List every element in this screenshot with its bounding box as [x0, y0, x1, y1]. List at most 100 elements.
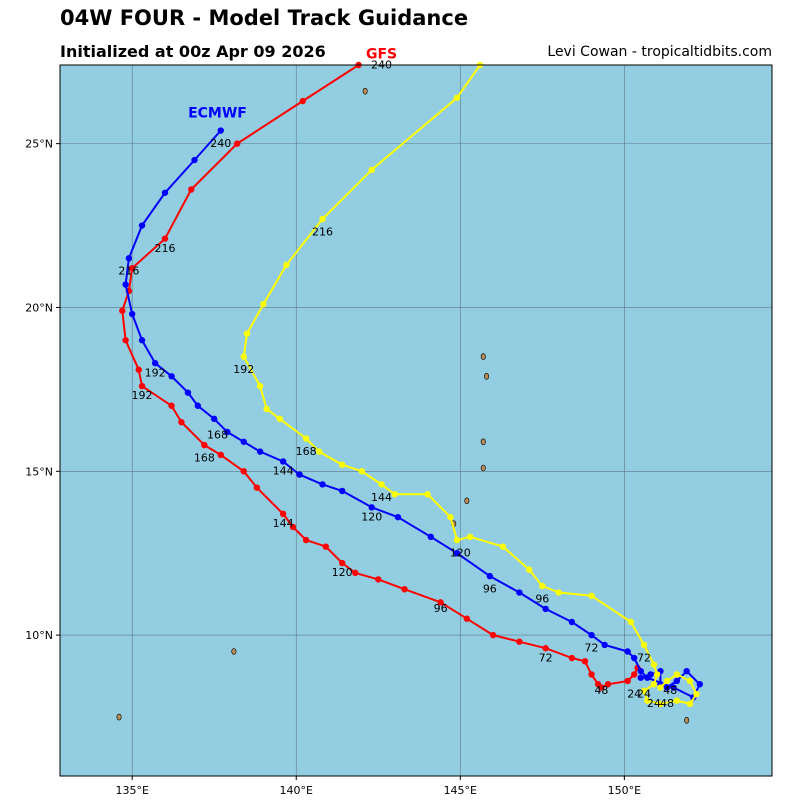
island — [480, 464, 486, 472]
gfs-hour-label: 120 — [332, 566, 353, 579]
ecmwf-track-point — [624, 648, 631, 655]
gfs-track-point — [138, 382, 146, 390]
model-track-point — [453, 94, 461, 101]
ecmwf-track-point — [696, 681, 704, 688]
model-track-point — [686, 677, 694, 685]
gfs-track-point — [630, 671, 638, 678]
gfs-track-point — [604, 681, 612, 688]
model-hour-label: 120 — [450, 546, 471, 559]
gfs-track-point — [119, 307, 126, 314]
model-track-point — [276, 415, 284, 423]
gfs-track-point — [253, 484, 261, 491]
ecmwf-track-point — [670, 684, 677, 691]
ecmwf-track-point — [191, 156, 198, 164]
model-hour-label: 216 — [312, 225, 333, 238]
gfs-hour-label: 216 — [154, 242, 175, 255]
ecmwf-track-point — [338, 487, 346, 495]
gfs-track-point — [289, 523, 297, 531]
gfs-track-point — [233, 140, 241, 147]
map-frame — [59, 64, 773, 777]
ecmwf-model-label: ECMWF — [188, 105, 247, 121]
ecmwf-track-point — [516, 589, 523, 596]
model-track-point — [391, 491, 398, 498]
ecmwf-track-point — [663, 684, 671, 691]
gfs-track-point — [516, 638, 523, 645]
gfs-hour-label: 72 — [539, 651, 553, 664]
model-track-point — [424, 491, 431, 498]
ecmwf-track-point — [368, 504, 375, 511]
model-track-point — [650, 661, 658, 668]
lon-tick-label: 145°E — [444, 784, 477, 797]
model-track-point — [525, 566, 533, 573]
ecmwf-track-point — [601, 641, 608, 649]
gfs-track-point — [588, 671, 595, 678]
model-track-point — [657, 684, 664, 691]
model-track-point — [240, 353, 247, 360]
credit: Levi Cowan - tropicaltidbits.com — [547, 44, 772, 60]
ecmwf-track-point — [319, 481, 326, 488]
model-hour-label: 192 — [233, 363, 254, 376]
model-track-point — [644, 697, 651, 704]
model-track-point — [627, 618, 635, 626]
gfs-track-point — [217, 451, 224, 459]
gfs-track-point — [161, 235, 169, 242]
model-track-point — [653, 671, 661, 678]
gfs-track-point — [594, 681, 602, 688]
model-hour-label: 144 — [371, 491, 392, 504]
model-track-point — [539, 582, 546, 590]
gfs-hour-label: 96 — [434, 602, 448, 615]
gfs-track-point — [437, 599, 444, 606]
island — [480, 438, 486, 446]
model-track-point — [673, 671, 681, 678]
gfs-track-point — [489, 631, 497, 639]
model-track-point — [338, 461, 346, 468]
model-track-point — [453, 536, 461, 544]
ecmwf-track-point — [630, 654, 638, 662]
gfs-track-point — [375, 576, 382, 583]
gfs-hour-label: 144 — [273, 517, 294, 530]
gfs-track-point — [188, 186, 195, 193]
graticule — [60, 65, 772, 776]
model-track-point — [693, 690, 700, 698]
model-track-point — [243, 330, 251, 337]
model-hour-label: 24 — [647, 697, 661, 710]
gfs-track-point — [322, 543, 329, 550]
ecmwf-track-point — [125, 255, 133, 262]
island — [116, 713, 122, 721]
gfs-track-point — [542, 645, 549, 652]
init-time: Initialized at 00z Apr 09 2026 — [60, 42, 326, 61]
gfs-hour-label: 192 — [132, 389, 153, 402]
ecmwf-track-point — [542, 605, 549, 613]
ocean-background — [59, 64, 773, 777]
gfs-track-point — [178, 418, 185, 426]
model-track-point — [358, 468, 366, 475]
gfs-track-point — [624, 677, 631, 685]
axis-ticks: 135°E 140°E 145°E 150°E 10°N 15°N 20°N 25°N — [25, 138, 641, 797]
model-track-point — [499, 543, 507, 550]
model-track-point — [686, 700, 694, 708]
ecmwf-track-point — [427, 533, 434, 541]
ecmwf-hour-label: 144 — [273, 465, 294, 478]
gfs-track-point — [122, 337, 129, 344]
gfs-track-point — [338, 559, 346, 567]
ecmwf-track-point — [279, 458, 287, 465]
island — [464, 497, 470, 505]
gfs-track-point — [352, 569, 359, 577]
model-track-point — [302, 435, 310, 442]
ecmwf-hour-label: 240 — [210, 137, 231, 150]
ecmwf-track-point — [122, 281, 129, 288]
ecmwf-track-point — [211, 415, 218, 423]
ecmwf-track-point — [217, 127, 224, 134]
model-track-point — [283, 261, 290, 269]
island — [684, 716, 690, 724]
lon-tick-label: 140°E — [280, 784, 313, 797]
ecmwf-hour-label: 120 — [361, 510, 382, 523]
ecmwf-track-point — [224, 428, 231, 436]
gfs-track-point — [240, 468, 247, 475]
gfs-hour-label: 48 — [594, 684, 608, 697]
model-track-point — [663, 677, 671, 685]
ecmwf-hour-label: 48 — [663, 684, 677, 697]
model-track-point — [657, 700, 664, 708]
gfs-track-point — [581, 658, 589, 665]
